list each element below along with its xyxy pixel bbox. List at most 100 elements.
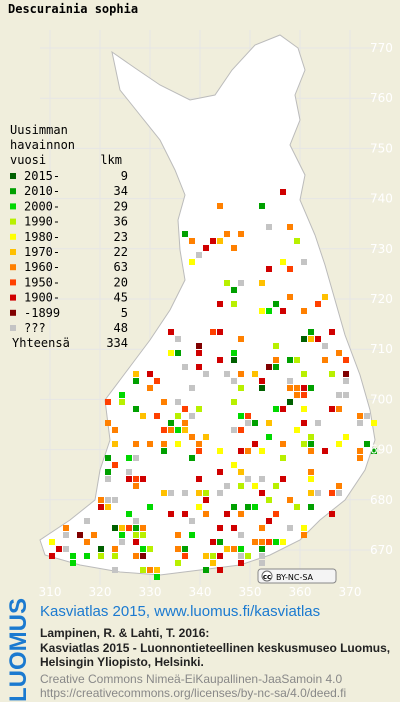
y-grid-label: 680 bbox=[370, 493, 393, 507]
record-square bbox=[119, 525, 125, 531]
record-square bbox=[287, 224, 293, 230]
record-square bbox=[224, 546, 230, 552]
record-square bbox=[301, 525, 307, 531]
record-square bbox=[238, 427, 244, 433]
record-square bbox=[140, 546, 146, 552]
record-square bbox=[147, 504, 153, 510]
record-square bbox=[259, 490, 265, 496]
record-square bbox=[133, 441, 139, 447]
record-square bbox=[154, 567, 160, 573]
record-square bbox=[147, 546, 153, 552]
record-square bbox=[238, 280, 244, 286]
record-square bbox=[210, 238, 216, 244]
record-square bbox=[119, 532, 125, 538]
x-grid-label: 360 bbox=[289, 585, 312, 599]
record-square bbox=[140, 553, 146, 559]
record-square bbox=[203, 434, 209, 440]
record-square bbox=[196, 364, 202, 370]
legend-count: 9 bbox=[121, 169, 128, 183]
record-square bbox=[196, 343, 202, 349]
legend-swatch bbox=[10, 233, 16, 240]
record-square bbox=[133, 455, 139, 461]
record-square bbox=[238, 546, 244, 552]
record-square bbox=[364, 441, 370, 447]
record-square bbox=[294, 238, 300, 244]
record-square bbox=[238, 469, 244, 475]
record-square bbox=[133, 518, 139, 524]
grid-labels: 770 760 750 740 730 720 710 700 690 680 670 310 320 3… bbox=[39, 41, 393, 599]
record-square bbox=[133, 378, 139, 384]
record-square bbox=[161, 399, 167, 405]
record-square bbox=[259, 448, 265, 454]
record-square bbox=[308, 329, 314, 335]
legend-swatch bbox=[10, 173, 16, 179]
record-square bbox=[273, 483, 279, 489]
record-square bbox=[308, 441, 314, 447]
record-square bbox=[203, 511, 209, 517]
record-square bbox=[210, 553, 216, 559]
legend-count: 48 bbox=[114, 321, 128, 335]
record-square bbox=[322, 357, 328, 363]
record-square bbox=[245, 553, 251, 559]
record-square bbox=[294, 504, 300, 510]
record-square bbox=[273, 511, 279, 517]
record-square bbox=[238, 560, 244, 566]
record-square bbox=[84, 518, 90, 524]
citation: Helsingin Yliopisto, Helsinki. bbox=[40, 655, 204, 669]
record-square bbox=[133, 483, 139, 489]
record-square bbox=[231, 546, 237, 552]
record-square bbox=[133, 532, 139, 538]
record-square bbox=[343, 392, 349, 398]
record-square bbox=[112, 525, 118, 531]
record-square bbox=[252, 371, 258, 377]
record-square bbox=[287, 294, 293, 300]
record-square bbox=[168, 511, 174, 517]
y-grid-label: 690 bbox=[370, 443, 393, 457]
record-square bbox=[112, 462, 118, 468]
record-square bbox=[196, 350, 202, 356]
legend-count: 22 bbox=[114, 245, 128, 259]
record-square bbox=[133, 539, 139, 545]
record-square bbox=[210, 539, 216, 545]
record-square bbox=[280, 406, 286, 412]
record-square bbox=[259, 476, 265, 482]
record-square bbox=[336, 350, 342, 356]
record-square bbox=[315, 490, 321, 496]
x-grid-label: 320 bbox=[89, 585, 112, 599]
record-square bbox=[168, 420, 174, 426]
record-square bbox=[357, 455, 363, 461]
record-square bbox=[301, 392, 307, 398]
record-square bbox=[168, 350, 174, 356]
record-square bbox=[357, 420, 363, 426]
record-square bbox=[70, 560, 76, 566]
record-square bbox=[203, 553, 209, 559]
record-square bbox=[196, 504, 202, 510]
record-square bbox=[98, 553, 104, 559]
record-square bbox=[308, 385, 314, 391]
record-square bbox=[238, 231, 244, 237]
record-square bbox=[294, 427, 300, 433]
record-square bbox=[182, 490, 188, 496]
record-square bbox=[175, 532, 181, 538]
record-square bbox=[189, 532, 195, 538]
record-square bbox=[301, 259, 307, 265]
record-square bbox=[105, 469, 111, 475]
record-square bbox=[196, 448, 202, 454]
record-square bbox=[224, 371, 230, 377]
license-text: Creative Commons Nimeä-EiKaupallinen-Jaa… bbox=[40, 672, 342, 686]
legend-label: 1900- bbox=[24, 291, 60, 305]
record-square bbox=[287, 378, 293, 384]
x-grid-label: 370 bbox=[339, 585, 362, 599]
record-square bbox=[252, 539, 258, 545]
record-square bbox=[133, 525, 139, 531]
legend-label: ??? bbox=[24, 321, 46, 335]
record-square bbox=[259, 553, 265, 559]
record-square bbox=[343, 434, 349, 440]
record-square bbox=[231, 301, 237, 307]
record-square bbox=[280, 259, 286, 265]
record-square bbox=[259, 203, 265, 209]
record-square bbox=[112, 553, 118, 559]
license-url[interactable]: https://creativecommons.org/licenses/by-… bbox=[40, 686, 346, 700]
atlas-link[interactable]: Kasviatlas 2015, www.luomus.fi/kasviatla… bbox=[40, 603, 320, 620]
legend-total: 334 bbox=[106, 336, 128, 350]
